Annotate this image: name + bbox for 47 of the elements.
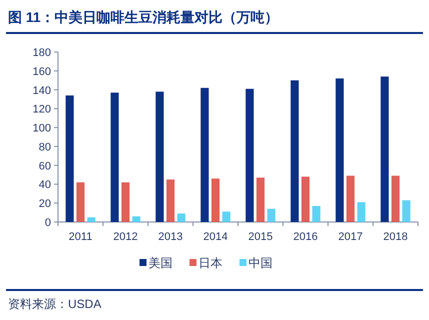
bar	[357, 202, 366, 222]
bar	[380, 76, 389, 222]
x-tick-label: 2013	[158, 231, 183, 243]
bar	[256, 178, 265, 222]
title: 图 11：中美日咖啡生豆消耗量对比（万吨）	[8, 9, 279, 25]
bar	[246, 88, 254, 222]
bar	[110, 92, 119, 222]
legend-label: 日本	[198, 256, 222, 270]
y-tick-label: 40	[38, 179, 51, 192]
x-tick-label: 2015	[248, 231, 273, 243]
bar	[156, 92, 164, 222]
x-tick-label: 2014	[203, 231, 228, 243]
y-tick-label: 80	[38, 141, 51, 154]
y-tick-label: 160	[32, 66, 51, 78]
bar	[290, 80, 299, 222]
y-tick-label: 140	[32, 84, 51, 97]
text: 资料来源：USDA	[8, 297, 102, 311]
bar	[211, 178, 220, 222]
bar	[177, 214, 186, 222]
y-tick-label: 100	[32, 122, 51, 135]
bar	[312, 206, 320, 222]
x-tick-label: 2011	[68, 231, 92, 243]
bar	[267, 208, 276, 222]
x-tick-label: 2016	[293, 231, 318, 243]
bar	[200, 88, 209, 222]
bar	[87, 217, 96, 222]
y-tick-label: 180	[32, 47, 51, 59]
x-tick-label: 2017	[338, 231, 363, 243]
x-tick-label: 2012	[113, 231, 138, 243]
legend-label: 中国	[248, 256, 272, 270]
bar	[66, 95, 74, 222]
bar	[301, 176, 310, 222]
bar	[121, 182, 130, 222]
bar	[402, 200, 410, 222]
y-tick-label: 60	[38, 160, 51, 172]
bar	[346, 176, 355, 222]
y-tick-label: 20	[38, 198, 51, 210]
bar	[132, 216, 140, 222]
bar	[222, 212, 230, 222]
y-tick-label: 120	[32, 104, 51, 116]
bar	[391, 176, 400, 222]
bar	[166, 180, 175, 222]
bar	[336, 78, 344, 222]
bar	[76, 182, 85, 222]
x-tick-label: 2018	[383, 231, 408, 243]
y-tick-label: 0	[44, 217, 51, 229]
legend-label: 美国	[148, 256, 172, 270]
